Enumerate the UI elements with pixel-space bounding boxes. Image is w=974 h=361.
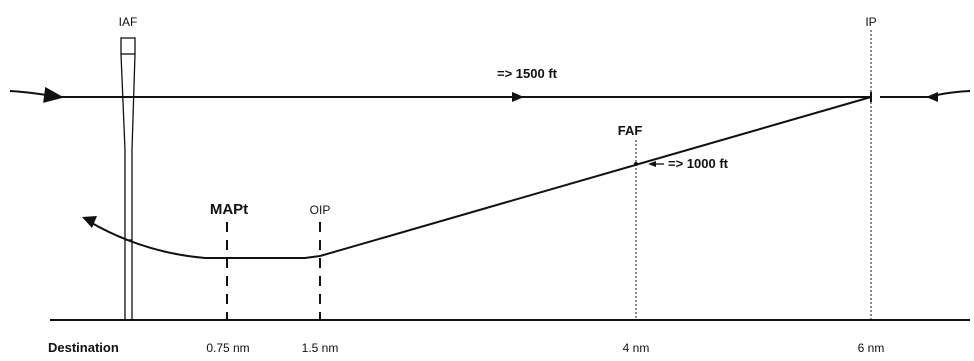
distance-4-label: 4 nm [623,341,650,355]
altitude-1500-label: => 1500 ft [497,66,558,81]
destination-label: Destination [48,340,119,355]
missed-approach-path [89,221,321,259]
mapt-label: MAPt [210,201,248,218]
iaf-label: IAF [119,15,138,29]
faf-pointer-arrow-icon [648,161,656,167]
iaf-tower [120,37,136,320]
distance-15-label: 1.5 nm [302,341,339,355]
distance-075-label: 0.75 nm [206,341,249,355]
altitude-1000-label: => 1000 ft [668,156,729,171]
inbound-right-arrow [880,90,971,98]
right-arrowhead-icon [926,92,938,102]
mid-arrow-icon [512,92,524,102]
inbound-left-arrow [9,86,64,103]
ip-label: IP [865,15,876,29]
descent-path [319,96,872,257]
oip-label: OIP [310,203,331,217]
distance-6-label: 6 nm [858,341,885,355]
missed-approach-arrow-icon [82,216,97,228]
faf-label: FAF [618,123,643,138]
